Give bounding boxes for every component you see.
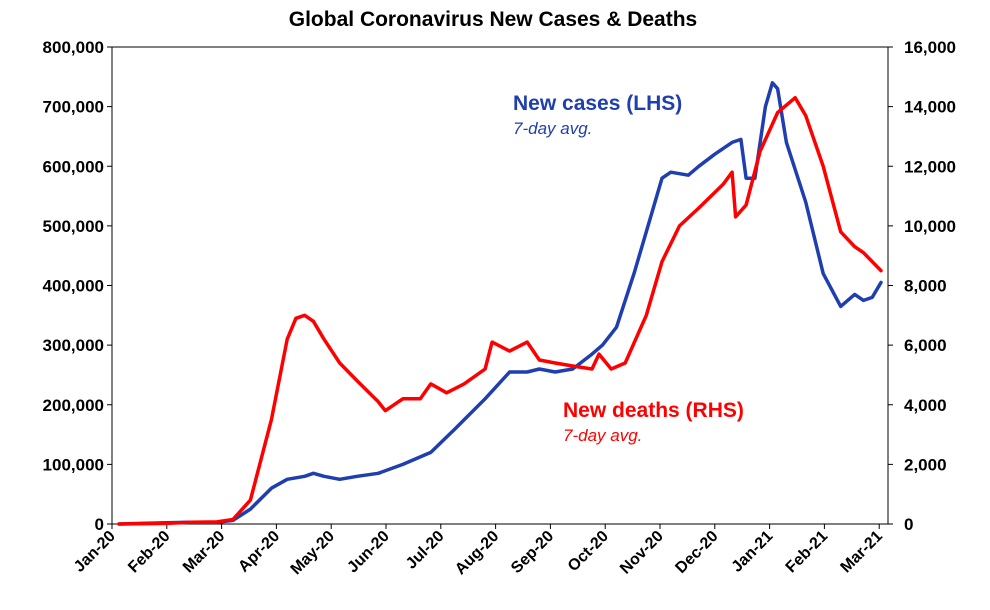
x-tick-label: May-20 [288, 528, 338, 578]
y-right-tick-label: 16,000 [904, 38, 956, 57]
x-tick-label: Jan-21 [729, 528, 777, 576]
x-axis: Jan-20 Feb-20 Mar-20 Apr-20 May-20 Jun-20 Jul-… [71, 524, 886, 578]
annotation-cases: New cases (LHS) 7-day avg. [513, 92, 682, 138]
y-right-tick-label: 8,000 [904, 277, 947, 296]
y-left-tick-label: 700,000 [43, 98, 104, 117]
y-right-tick-label: 2,000 [904, 455, 947, 474]
x-tick-label: Jun-20 [344, 528, 393, 577]
y-left-tick-label: 400,000 [43, 277, 104, 296]
y-left-tick-label: 600,000 [43, 157, 104, 176]
y-left-tick-label: 100,000 [43, 455, 104, 474]
x-tick-label: Apr-20 [235, 528, 283, 576]
x-tick-label: Mar-20 [180, 528, 229, 577]
annotation-deaths: New deaths (RHS) 7-day avg. [563, 399, 744, 445]
y-right-tick-label: 12,000 [904, 157, 956, 176]
cases-sublabel: 7-day avg. [513, 119, 592, 138]
y-left-tick-label: 500,000 [43, 217, 104, 236]
y-right-tick-label: 6,000 [904, 336, 947, 355]
deaths-label: New deaths (RHS) [563, 399, 744, 422]
x-tick-label: Nov-20 [617, 528, 667, 578]
new-deaths-line [117, 95, 883, 526]
x-tick-label: Dec-20 [672, 528, 721, 577]
x-tick-label: Jul-20 [403, 528, 448, 573]
x-tick-label: Feb-21 [783, 528, 832, 577]
y-right-tick-label: 10,000 [904, 217, 956, 236]
chart-title: Global Coronavirus New Cases & Deaths [289, 8, 697, 31]
y-left-tick-label: 200,000 [43, 396, 104, 415]
deaths-sublabel: 7-day avg. [563, 426, 642, 445]
x-tick-label: Feb-20 [125, 528, 174, 577]
y-left-tick-label: 300,000 [43, 336, 104, 355]
x-tick-label: Sep-20 [508, 528, 557, 577]
new-cases-line [117, 81, 883, 526]
y-right-tick-label: 4,000 [904, 396, 947, 415]
x-tick-label: Mar-21 [838, 528, 887, 577]
x-tick-label: Jan-20 [71, 528, 119, 576]
x-tick-label: Aug-20 [452, 528, 502, 578]
y-right-tick-label: 14,000 [904, 98, 956, 117]
series-layer [117, 81, 883, 526]
y-left-tick-label: 800,000 [43, 38, 104, 57]
x-tick-label: Oct-20 [565, 528, 612, 575]
y-right-tick-label: 0 [904, 515, 913, 534]
left-y-axis: 0 100,000 200,000 300,000 400,000 500,000 600,… [43, 38, 112, 534]
y-left-tick-label: 0 [95, 515, 104, 534]
cases-label: New cases (LHS) [513, 92, 682, 115]
plot-area [111, 46, 889, 525]
right-y-axis: 0 2,000 4,000 6,000 8,000 10,000 12,000 14,000 1… [888, 38, 956, 534]
